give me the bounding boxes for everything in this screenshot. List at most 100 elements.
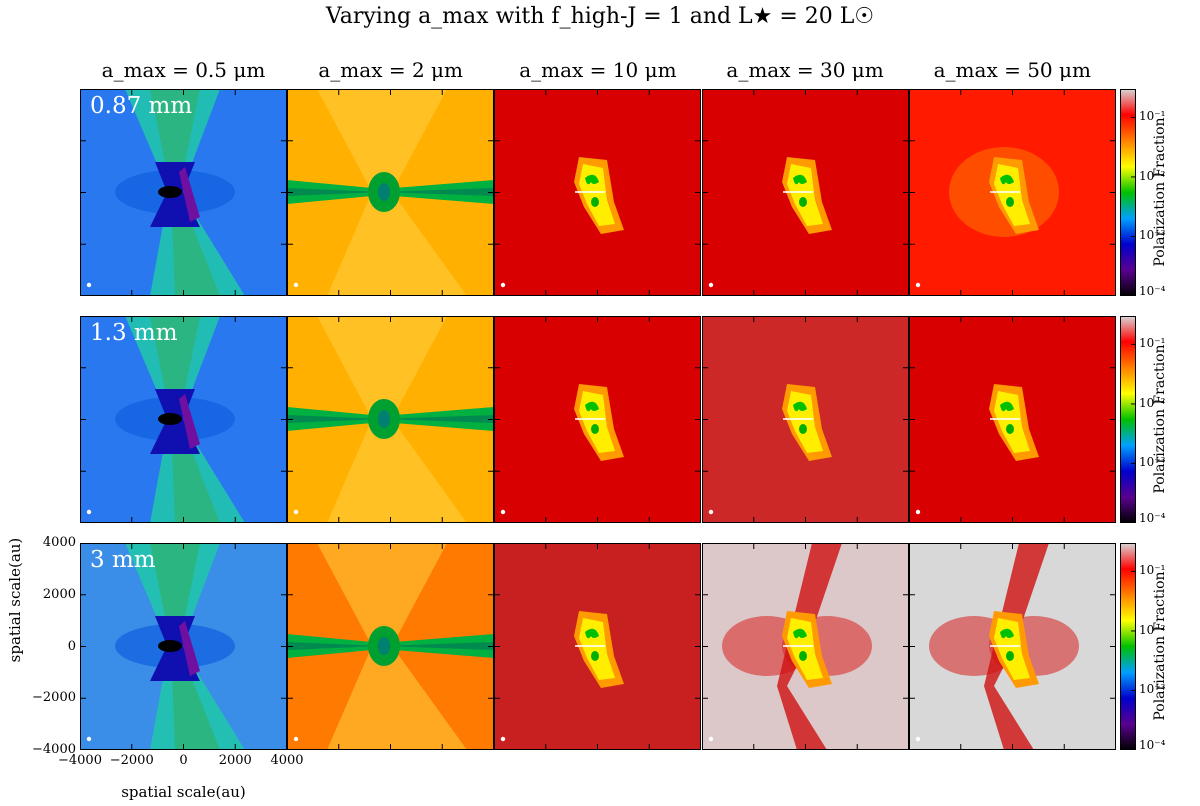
- beam-marker: [293, 509, 299, 515]
- core-green-spot: [591, 424, 600, 434]
- row-label-1: 0.87 mm: [90, 93, 193, 119]
- beam-marker: [708, 282, 713, 288]
- outflow-cavity: [125, 543, 245, 750]
- heatmap-panel-r2-c4: [701, 316, 909, 523]
- colorbar-3: [1120, 543, 1136, 750]
- core-green-spot: [798, 197, 807, 207]
- colorbar-gradient: [1120, 543, 1136, 750]
- panel-frame: [80, 89, 287, 296]
- heatmap-panel-r3-c5: [908, 543, 1116, 750]
- panel-frame: [701, 543, 909, 750]
- heatmap-panel-r3-c2: [287, 543, 495, 750]
- core-purple: [179, 394, 200, 449]
- panel-frame: [80, 543, 287, 750]
- x-tick-label: −4000: [58, 753, 102, 768]
- panel-frame: [701, 316, 909, 523]
- midplane-line: [575, 645, 606, 647]
- heatmap-panel-r2-c3: [494, 316, 702, 523]
- panel-frame: [494, 89, 702, 296]
- heatmap-panel-r1-c3: [494, 89, 702, 296]
- panel-frame: [80, 316, 287, 523]
- colorbar-tick-label: 10⁻³: [1139, 682, 1166, 697]
- column-title-5: a_max = 50 μm: [933, 58, 1091, 82]
- colorbar-tick-label: 10⁻¹: [1139, 336, 1166, 351]
- core-inner: [378, 183, 391, 201]
- beam-marker: [293, 282, 299, 288]
- beam-marker: [501, 736, 506, 742]
- outflow-inner: [150, 543, 220, 750]
- colorbar-tick-label: 10⁻⁴: [1139, 284, 1166, 298]
- core-green-arc: [792, 401, 807, 412]
- core-green-arc: [585, 174, 600, 185]
- core-purple: [179, 167, 200, 222]
- beam-marker: [501, 509, 506, 515]
- core-inner: [378, 410, 391, 428]
- core-green-spot: [1005, 197, 1014, 207]
- colorbar-frame: [1120, 543, 1136, 750]
- midplane-line: [989, 645, 1020, 647]
- heatmap-panel-r1-c2: [287, 89, 495, 296]
- heatmap-panel-r1-c1: [80, 89, 287, 296]
- colorbar-tick-label: 10⁻²: [1139, 622, 1166, 637]
- midplane-line: [782, 418, 813, 420]
- core-green-arc: [999, 628, 1014, 639]
- panel-frame: [287, 543, 495, 750]
- core-green-spot: [798, 651, 807, 661]
- outflow-cavity: [125, 316, 245, 523]
- heatmap-panel-r1-c4: [701, 89, 909, 296]
- core-green-arc: [585, 628, 600, 639]
- beam-marker: [708, 509, 713, 515]
- panel-frame: [908, 89, 1116, 296]
- outflow-cavity: [125, 89, 245, 296]
- colorbar-tick-label: 10⁻¹: [1139, 563, 1166, 578]
- colorbar-tick-label: 10⁻³: [1139, 228, 1166, 243]
- core-green-arc: [792, 628, 807, 639]
- panel-frame: [494, 316, 702, 523]
- colorbar-frame: [1120, 316, 1136, 523]
- colorbar-tick-label: 10⁻³: [1139, 455, 1166, 470]
- colorbar-2: [1120, 316, 1136, 523]
- x-tick-label: 4000: [270, 753, 304, 768]
- heatmap-panel-r3-c1: [80, 543, 287, 750]
- beam-marker: [86, 509, 92, 515]
- panel-frame: [908, 316, 1116, 523]
- core-green-arc: [999, 401, 1014, 412]
- colorbar-tick-label: 10⁻²: [1139, 395, 1166, 410]
- column-title-2: a_max = 2 μm: [318, 58, 463, 82]
- x-tick-label: 2000: [218, 753, 252, 768]
- core-black: [158, 186, 182, 198]
- colorbar-gradient: [1120, 89, 1136, 296]
- y-tick-label: −2000: [32, 690, 76, 706]
- heatmap-panel-r3-c4: [701, 543, 909, 750]
- panel-frame: [287, 316, 495, 523]
- core-green-spot: [591, 651, 600, 661]
- colorbar-tick-label: 10⁻⁴: [1139, 738, 1166, 752]
- core-purple: [179, 621, 200, 676]
- core-green-spot: [1005, 651, 1014, 661]
- core-green-spot: [591, 197, 600, 207]
- core-green-arc: [999, 174, 1014, 185]
- core-green-arc: [585, 401, 600, 412]
- midplane-line: [989, 191, 1020, 193]
- colorbar-label: Polarization Fraction: [1152, 570, 1168, 721]
- x-axis-label: spatial scale(au): [121, 783, 246, 801]
- beam-marker: [86, 736, 92, 742]
- midplane-line: [782, 645, 813, 647]
- midplane-line: [782, 191, 813, 193]
- colorbar-tick-label: 10⁻¹: [1139, 109, 1166, 124]
- beam-marker: [86, 282, 92, 288]
- beam-marker: [293, 736, 299, 742]
- column-title-1: a_max = 0.5 μm: [101, 58, 266, 82]
- colorbar-1: [1120, 89, 1136, 296]
- colorbar-gradient: [1120, 316, 1136, 523]
- row-label-2: 1.3 mm: [90, 320, 178, 346]
- midplane-line: [989, 418, 1020, 420]
- y-tick-label: 4000: [42, 535, 76, 550]
- outflow-streak: [983, 543, 1049, 750]
- x-tick-label: 0: [179, 753, 188, 768]
- colorbar-tick-label: 10⁻⁴: [1139, 511, 1166, 525]
- core-black: [158, 640, 182, 652]
- beam-marker: [501, 282, 506, 288]
- y-tick-label: 2000: [42, 586, 76, 602]
- beam-marker: [915, 509, 920, 515]
